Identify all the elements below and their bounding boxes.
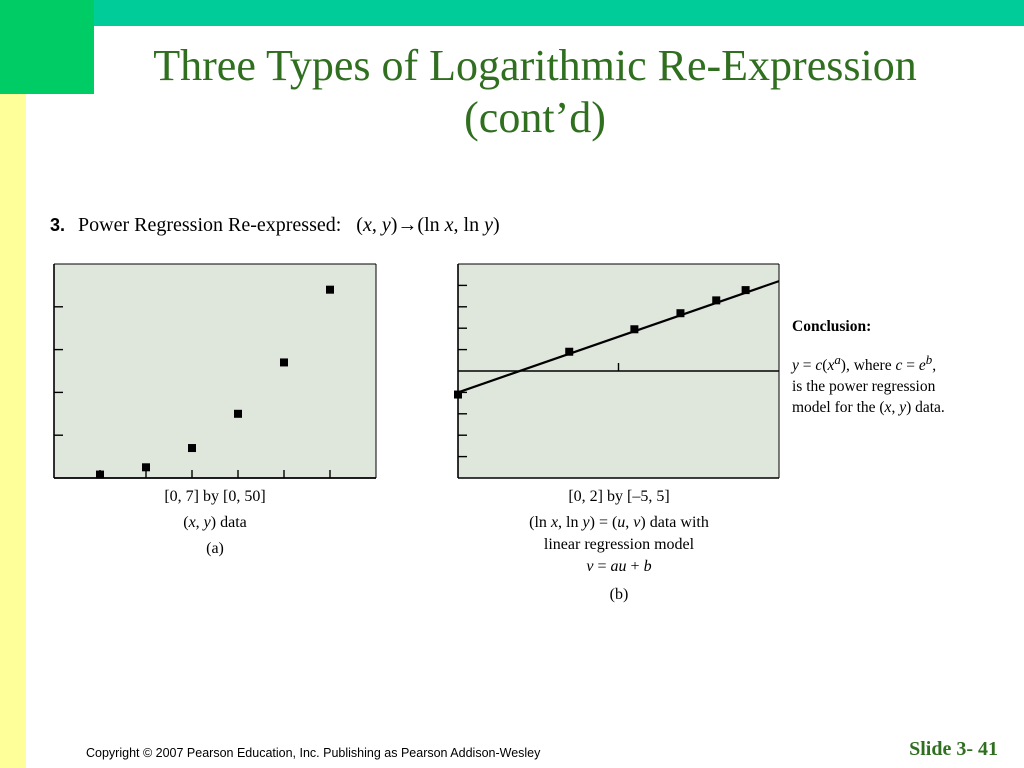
data-point-b	[630, 325, 639, 334]
caption-b-part: u	[617, 514, 626, 531]
data-point-a	[234, 409, 242, 418]
caption-a-part: (	[183, 514, 189, 531]
caption-b-eq-part: au	[610, 558, 627, 575]
data-point-a	[280, 358, 288, 367]
conclusion-heading: Conclusion:	[792, 318, 872, 335]
expr-part: (	[356, 214, 363, 236]
data-point-b	[712, 296, 721, 305]
caption-panel-a: [0, 7] by [0, 50] (x, y) data (a)	[54, 486, 376, 560]
caption-a-part: x	[188, 514, 196, 531]
left-accent-strip	[0, 0, 26, 768]
expr-part: x	[362, 214, 372, 236]
conclusion-part: c	[815, 357, 823, 375]
caption-b-line3: v = au + b	[458, 556, 780, 578]
data-point-b	[454, 390, 462, 399]
conclusion-line2: is the power regression	[792, 378, 936, 396]
data-point-b	[565, 347, 574, 356]
regression-line-b	[457, 280, 780, 394]
caption-b-eq-part: b	[643, 558, 652, 575]
caption-a-part: y	[203, 514, 211, 531]
caption-b-line2: linear regression model	[543, 536, 695, 553]
conclusion-part: x	[827, 357, 835, 375]
conclusion-part: y	[792, 357, 799, 375]
conclusion-part: =	[798, 357, 816, 375]
caption-a-label: (a)	[206, 540, 224, 557]
data-point-b	[676, 309, 685, 318]
expr-part: )	[492, 214, 500, 236]
caption-a-line2: (x, y) data	[54, 512, 376, 534]
conclusion-part: y	[899, 399, 907, 417]
caption-b-part: , ln	[558, 514, 583, 531]
caption-a-part: ,	[195, 514, 204, 531]
conclusion-part: b	[925, 352, 933, 367]
data-point-a	[142, 463, 150, 472]
caption-b-line1: (ln x, ln y) = (u, v) data with	[458, 512, 780, 534]
copyright-text: Copyright © 2007 Pearson Education, Inc.…	[86, 746, 541, 760]
expr-part: , ln	[453, 214, 485, 236]
caption-panel-b: [0, 2] by [–5, 5] (ln x, ln y) = (u, v) …	[458, 486, 780, 606]
slide-number: Slide 3- 41	[909, 738, 998, 760]
caption-b-eq-part: =	[593, 558, 611, 575]
caption-b-part: x	[550, 514, 559, 531]
conclusion-part: model for the (	[792, 399, 885, 417]
item-text: Power Regression Re-expressed:	[78, 214, 342, 236]
data-point-a	[326, 285, 334, 294]
conclusion-part: x	[884, 399, 892, 417]
expr-part: y	[484, 214, 493, 236]
conclusion-part: ,	[891, 399, 900, 417]
top-accent-band	[94, 0, 1024, 26]
conclusion-box: Conclusion: y = c(xa), where c = eb, is …	[792, 316, 1002, 418]
slide-title-line1: Three Types of Logarithmic Re-Expression	[153, 41, 917, 90]
slide-title: Three Types of Logarithmic Re-Expression…	[130, 40, 940, 144]
conclusion-part: =	[902, 357, 919, 375]
data-point-a	[96, 470, 104, 479]
caption-b-part: ) = (	[589, 514, 618, 531]
caption-b-part: y	[582, 514, 590, 531]
conclusion-part: (	[822, 357, 828, 375]
slide-title-line2: (cont’d)	[464, 93, 606, 142]
caption-b-eq-part: +	[626, 558, 644, 575]
expr-part: x	[444, 214, 454, 236]
conclusion-line3: model for the (x, y) data.	[792, 397, 1002, 418]
conclusion-line1: y = c(xa), where c = eb,	[792, 349, 1002, 376]
expr-part: y	[381, 214, 391, 236]
caption-b-label: (b)	[609, 586, 629, 603]
caption-b-eq-part: v	[586, 558, 594, 575]
expr-part: ,	[371, 214, 382, 236]
conclusion-part: e	[918, 357, 926, 375]
caption-b-part: ) data with	[640, 514, 709, 531]
item-heading: 3. Power Regression Re-expressed: (x, y)…	[50, 214, 500, 237]
plot-area-a	[54, 264, 376, 478]
caption-a-part: ) data	[210, 514, 247, 531]
conclusion-part: ,	[932, 357, 937, 375]
conclusion-part: a	[834, 352, 841, 367]
corner-accent-block	[0, 0, 94, 94]
item-expression: (x, y)→(ln x, ln y)	[356, 214, 499, 236]
expr-part: )→(ln	[390, 214, 445, 236]
conclusion-part: ) data.	[906, 399, 945, 417]
data-point-b	[741, 286, 750, 295]
caption-b-part: (ln	[529, 514, 551, 531]
caption-b-window: [0, 2] by [–5, 5]	[568, 488, 670, 505]
caption-a-window: [0, 7] by [0, 50]	[164, 488, 266, 505]
data-point-a	[188, 444, 196, 453]
caption-b-part: ,	[625, 514, 634, 531]
caption-b-part: v	[633, 514, 641, 531]
conclusion-part: c	[895, 357, 903, 375]
item-number: 3.	[50, 215, 66, 235]
conclusion-part: ), where	[840, 357, 896, 375]
